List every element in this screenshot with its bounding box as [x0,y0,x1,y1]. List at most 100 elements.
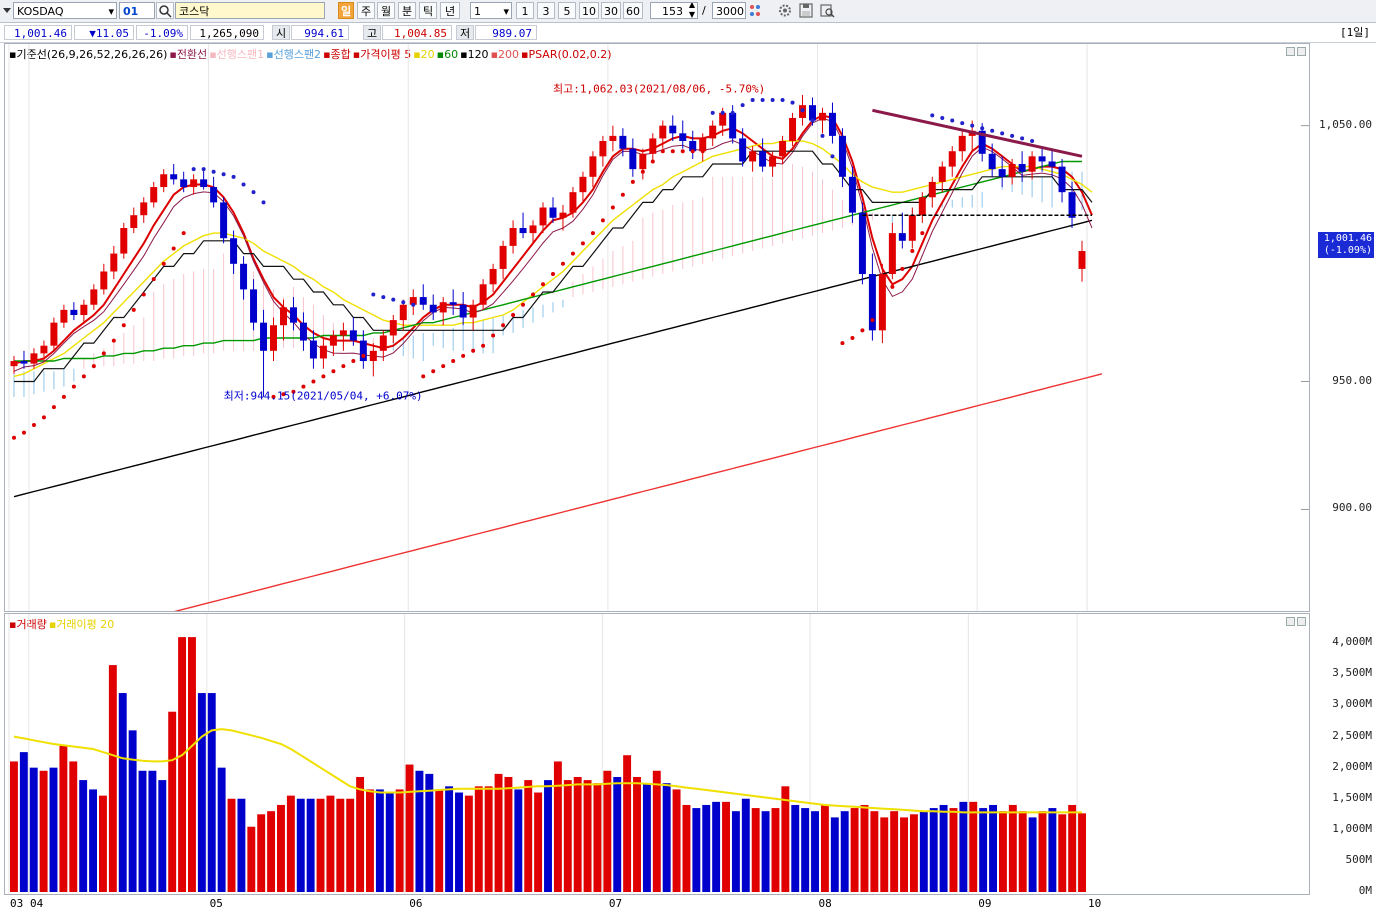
psar-dot [850,336,855,341]
price-legend-item[interactable]: ▪120 [460,48,489,61]
volume-bar [98,795,107,892]
low-label: 저 [456,25,474,40]
volume-bar [524,780,533,892]
price-legend-item[interactable]: ▪60 [436,48,459,61]
volume-bar [69,761,78,892]
period-year-button[interactable]: 년 [440,2,460,19]
interval-10-button[interactable]: 10 [579,2,599,19]
volume-legend-item[interactable]: ▪거래이평 20 [48,618,115,631]
index-code-field[interactable]: 01 [119,2,155,19]
candle-body [130,215,138,228]
volume-bar [178,637,187,892]
price-pane[interactable]: ▪기준선(26,9,26,52,26,26,26) ▪전환선 ▪선행스팬1 ▪선행스팬… [4,43,1310,612]
period-day-button[interactable]: 일 [338,2,354,19]
price-legend-item[interactable]: ▪기준선(26,9,26,52,26,26,26) [9,48,168,61]
psar-dot [990,128,995,133]
psar-dot [970,123,975,128]
price-change-pct: -1.09% [136,25,188,40]
candle-body [1008,164,1016,177]
interval-5-button[interactable]: 5 [558,2,576,19]
psar-dot [201,167,206,172]
candle-body [359,340,367,362]
psar-dot [521,302,526,307]
volume-bar [395,789,404,892]
pane-minimize-icon[interactable] [1286,617,1295,626]
interval-60-button[interactable]: 60 [623,2,643,19]
apply-icon[interactable] [748,2,762,19]
psar-dot [930,113,935,118]
volume-legend-item[interactable]: ▪거래량 [9,618,47,631]
volume-bar [49,767,58,892]
ma-60-line [14,160,1082,362]
price-legend-item[interactable]: ▪PSAR(0.02,0.2) [521,48,612,61]
candle-body [719,112,727,126]
volume-bar [939,804,948,892]
index-name-field[interactable]: 코스닥 [175,2,325,19]
psar-dot [700,149,705,154]
period-month-button[interactable]: 월 [377,2,395,19]
candle-body [549,207,557,218]
period-tick-button[interactable]: 틱 [419,2,437,19]
volume-bar [128,730,137,892]
interval-select[interactable]: 1 ▾ [470,2,512,19]
interval-1-button[interactable]: 1 [516,2,534,19]
volume-bar [59,745,68,892]
price-axis: 1,050.00 950.00 900.00 1,001.46 (-1.09%) [1312,43,1376,612]
volume-bar [326,795,335,892]
price-legend-item[interactable]: ▪선행스팬1 [209,48,265,61]
interval-30-button[interactable]: 30 [601,2,621,19]
price-legend-item[interactable]: ▪200 [490,48,520,61]
stepper-arrows-icon[interactable]: ▲ ▼ [688,2,695,19]
conversion-line [13,117,1093,372]
save-icon[interactable] [797,2,815,19]
volume-bar [356,776,365,892]
last-price-value: 1,001.46 [1323,233,1372,244]
psar-dot [800,108,805,113]
price-legend-item[interactable]: ▪20 [413,48,435,61]
psar-dot [251,190,256,195]
volume-bar [19,752,28,892]
volume-ma20-line [13,728,1083,814]
volume-bar [692,808,701,892]
price-legend-item[interactable]: ▪종합 [323,48,351,61]
candle-body [339,330,347,336]
volume-bar [811,811,819,892]
candle-body [589,156,597,177]
open-label: 시 [272,25,290,40]
price-legend-item[interactable]: ▪전환선 [169,48,208,61]
candle-body [789,117,797,141]
pane-minimize-icon[interactable] [1286,47,1295,56]
psar-dot [610,205,615,210]
psar-dot [780,98,785,103]
menu-icon[interactable] [2,2,12,19]
period-minute-button[interactable]: 분 [398,2,416,19]
settings-icon[interactable] [776,2,794,19]
date-axis-label: 05 [209,897,223,910]
period-week-button[interactable]: 주 [357,2,375,19]
period-tag: [1일] [1340,26,1370,39]
volume-bar [573,776,582,892]
psar-dot [21,430,26,435]
price-legend-item[interactable]: ▪가격이평 5 [352,48,412,61]
volume-bar [1068,804,1077,892]
psar-dot [680,149,685,154]
pane-close-icon[interactable] [1297,617,1306,626]
candle-body [599,140,607,157]
pane-close-icon[interactable] [1297,47,1306,56]
candle-body [180,179,188,188]
candle-body [659,125,667,139]
interval-value: 1 [474,5,481,18]
max-count-field[interactable]: 3000 [712,2,746,19]
interval-3-button[interactable]: 3 [537,2,555,19]
volume-bar [534,792,543,892]
candle-body [40,345,48,354]
print-search-icon[interactable] [818,2,836,19]
psar-dot [960,121,965,126]
volume-pane[interactable]: ▪거래량 ▪거래이평 20 [4,613,1310,895]
candle-body [1058,166,1066,193]
price-legend-item[interactable]: ▪선행스팬2 [266,48,322,61]
symbol-select[interactable]: KOSDAQ ▾ [13,2,117,19]
candle-body [289,307,297,323]
count-stepper[interactable]: 153 ▲ ▼ [650,2,698,19]
search-icon[interactable] [156,2,174,19]
